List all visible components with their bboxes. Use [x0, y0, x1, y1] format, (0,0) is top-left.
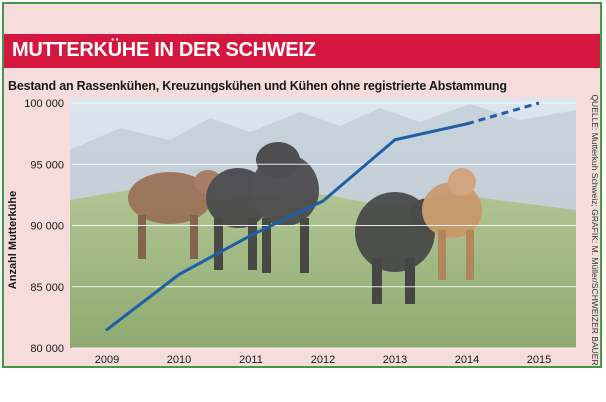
- x-tick-label: 2013: [383, 354, 407, 366]
- y-tick-label: 90 000: [30, 221, 64, 233]
- y-tick-label: 100 000: [24, 98, 64, 110]
- photo-tint: [70, 98, 576, 348]
- cow-brown: [128, 172, 212, 224]
- grid-lines: [72, 102, 576, 349]
- x-tick-label: 2015: [527, 354, 551, 366]
- chart-subtitle: Bestand an Rassenkühen, Kreuzungskühen u…: [8, 79, 507, 93]
- y-tick-label: 80 000: [30, 343, 64, 355]
- x-tick-label: 2010: [167, 354, 191, 366]
- x-tick-label: 2009: [95, 354, 119, 366]
- y-tick-label: 95 000: [30, 159, 64, 171]
- chart-title: MUTTERKÜHE IN DER SCHWEIZ: [12, 39, 316, 61]
- x-axis-ticks: 2009 2010 2011 2012 2013 2014 2015: [95, 354, 551, 366]
- cow-light-brown: [422, 182, 482, 238]
- y-axis-label: Anzahl Mutterkühe: [7, 191, 19, 289]
- series-lines: [105, 101, 540, 332]
- y-axis-ticks: 80 000 85 000 90 000 95 000 100 000: [24, 98, 64, 355]
- title-bar: [4, 34, 600, 68]
- background-photo: [70, 98, 576, 348]
- x-tick-label: 2011: [239, 354, 263, 366]
- x-tick-label: 2014: [455, 354, 479, 366]
- x-tick-label: 2012: [311, 354, 335, 366]
- cows-illustration: [128, 142, 482, 304]
- series-line: [105, 122, 469, 332]
- y-tick-label: 85 000: [30, 282, 64, 294]
- series-line-forecast: [466, 101, 540, 126]
- source-credit: QUELLE: Mutterkuh Schweiz; GRAFIK: M. Mü…: [590, 94, 600, 365]
